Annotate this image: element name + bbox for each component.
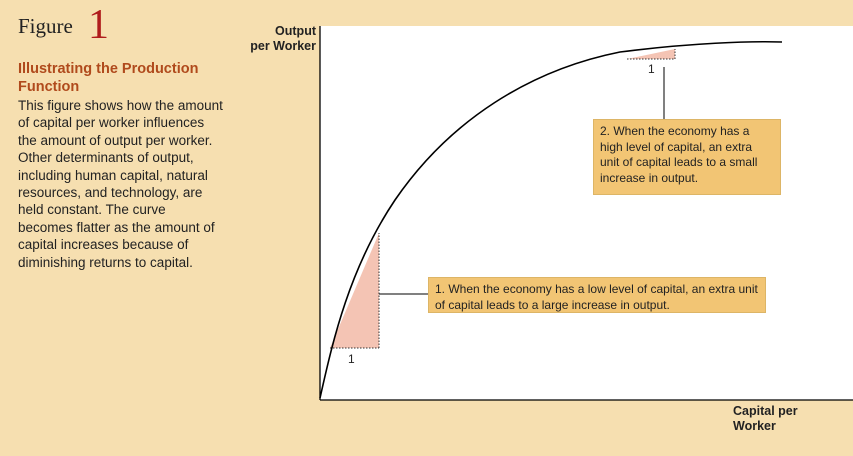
y-axis-label-line2: per Worker — [250, 39, 316, 53]
low-capital-unit-label: 1 — [348, 352, 355, 366]
y-axis-label-line1: Output — [275, 24, 316, 38]
low-capital-callout: 1. When the economy has a low level of c… — [428, 277, 766, 313]
figure-label: Figure — [18, 14, 73, 38]
high-capital-increase-triangle — [627, 49, 675, 59]
y-axis-label: Output per Worker — [250, 24, 316, 54]
figure-caption: This figure shows how the amount of capi… — [18, 98, 223, 270]
x-axis-label-line2: Worker — [733, 419, 776, 433]
x-axis-label: Capital per Worker — [733, 404, 798, 434]
figure-title: Illustrating the Production Function — [18, 61, 199, 95]
production-function-curve — [319, 40, 783, 399]
low-capital-increase-triangle — [330, 233, 379, 348]
figure-number: 1 — [88, 2, 109, 48]
plot-area — [320, 26, 853, 400]
x-axis-label-line1: Capital per — [733, 404, 798, 418]
high-capital-unit-label: 1 — [648, 62, 655, 76]
high-capital-callout: 2. When the economy has a high level of … — [593, 119, 781, 195]
